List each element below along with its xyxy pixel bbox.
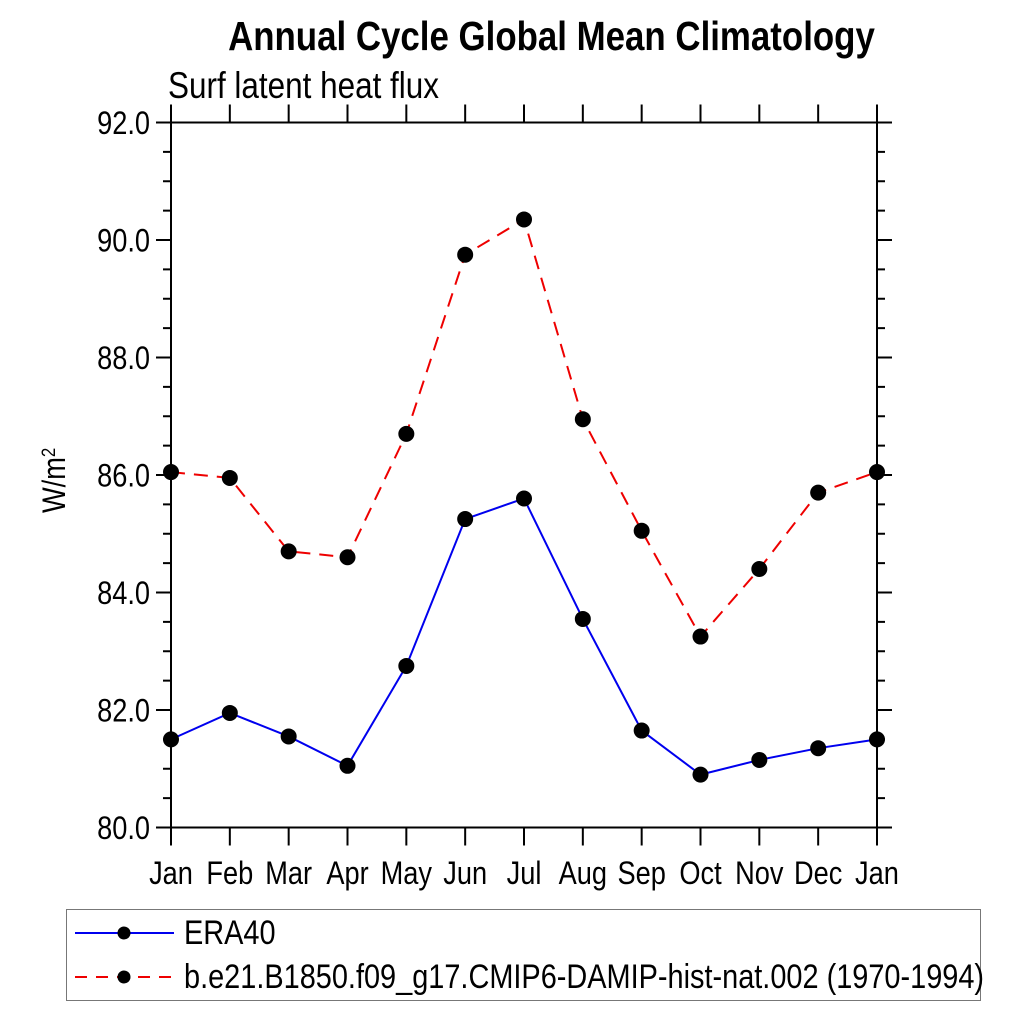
data-point-s1-Jan (869, 464, 885, 481)
y-axis-unit: W/m (35, 457, 72, 514)
y-axis-title-text: W/m2 (36, 448, 73, 513)
data-point-s1-Dec (810, 484, 827, 501)
legend-label-era40: ERA40 (184, 914, 276, 953)
x-tick-label: Nov (735, 856, 783, 892)
series-line-1 (170, 217, 878, 639)
x-tick-label: Dec (794, 856, 842, 892)
chart-subtitle-text: Surf latent heat flux (168, 65, 439, 106)
data-point-s0-Jul (516, 490, 532, 507)
data-point-s0-Jun (457, 511, 474, 528)
legend-line-sample-0 (75, 926, 174, 940)
data-point-s1-Apr (339, 549, 356, 566)
data-point-s0-Feb (221, 704, 238, 721)
data-point-s1-Nov (751, 561, 768, 577)
chart-title-text: Annual Cycle Global Mean Climatology (228, 13, 875, 59)
data-point-s1-May (398, 425, 415, 442)
data-point-s0-Sep (633, 722, 650, 739)
chart-subtitle: Surf latent heat flux (168, 65, 487, 107)
y-tick-label: 80.0 (97, 811, 150, 847)
y-axis-title: W/m2 (32, 405, 76, 545)
x-tick-label: Sep (617, 856, 665, 892)
legend-line-sample-1 (75, 970, 174, 984)
x-tick-label: Oct (679, 856, 722, 892)
data-point-s0-Nov (751, 751, 768, 768)
series-line-0 (170, 497, 878, 776)
data-point-s1-Aug (574, 411, 591, 428)
data-point-s0-Aug (574, 610, 591, 627)
data-point-s1-Feb (221, 469, 238, 486)
data-point-s1-Sep (633, 522, 650, 539)
data-point-s0-Jan (163, 731, 179, 748)
data-point-s0-Apr (339, 757, 356, 774)
data-point-s0-May (398, 657, 415, 674)
x-tick-label: Jul (507, 856, 542, 892)
data-point-s0-Dec (810, 740, 827, 757)
data-point-s1-Oct (692, 628, 709, 645)
x-tick-label: May (381, 856, 433, 892)
plot-frame (170, 121, 878, 829)
x-tick-label: Jan (149, 856, 193, 892)
y-tick-label: 86.0 (97, 458, 150, 494)
chart-title: Annual Cycle Global Mean Climatology (171, 13, 877, 60)
data-point-s1-Jun (457, 246, 474, 263)
data-point-s1-Mar (280, 543, 297, 560)
data-point-s1-Jul (516, 211, 532, 228)
x-tick-label: Apr (326, 856, 368, 892)
legend-item-model: b.e21.B1850.f09_g17.CMIP6-DAMIP-hist-nat… (72, 957, 984, 997)
y-tick-label: 90.0 (97, 223, 150, 259)
legend-item-era40: ERA40 (72, 913, 980, 953)
x-tick-label: Jan (855, 856, 899, 892)
data-point-s0-Mar (280, 728, 297, 745)
y-tick-label: 88.0 (97, 341, 150, 377)
y-axis-unit-exponent: 2 (37, 448, 60, 458)
legend-label-model: b.e21.B1850.f09_g17.CMIP6-DAMIP-hist-nat… (184, 957, 985, 996)
data-point-s0-Oct (692, 766, 709, 783)
y-tick-label: 92.0 (97, 106, 150, 142)
y-tick-label: 84.0 (97, 576, 150, 612)
x-tick-label: Jun (443, 856, 487, 892)
x-tick-label: Aug (559, 856, 607, 892)
legend-sample-marker-1 (117, 970, 131, 984)
legend: ERA40 b.e21.B1850.f09_g17.CMIP6-DAMIP-hi… (66, 909, 984, 1001)
data-point-s1-Jan (163, 464, 179, 481)
x-tick-label: Mar (265, 856, 312, 892)
x-tick-label: Feb (206, 856, 253, 892)
data-point-s0-Jan (869, 731, 885, 748)
y-tick-label: 82.0 (97, 693, 150, 729)
legend-sample-marker-0 (117, 926, 131, 940)
